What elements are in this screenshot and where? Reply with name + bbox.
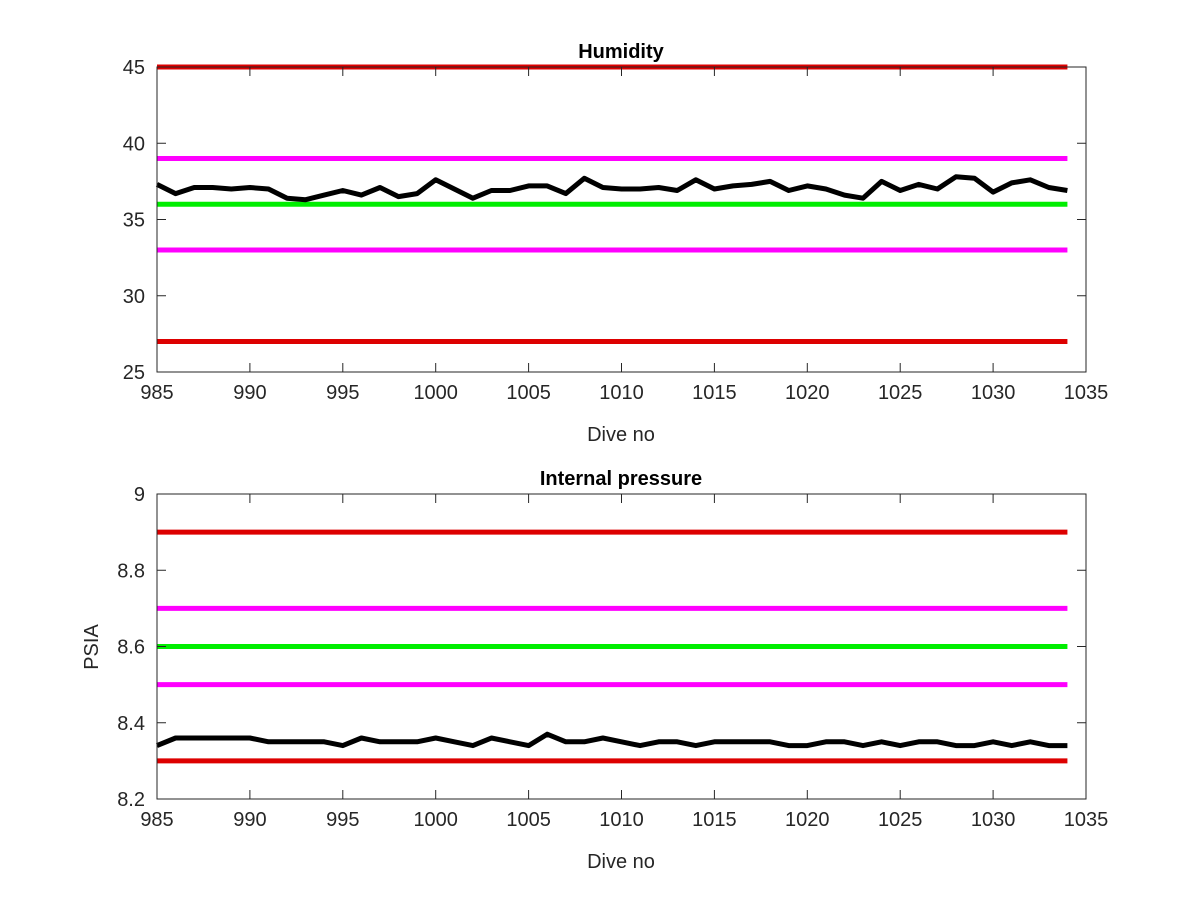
- y-tick-label: 30: [123, 286, 145, 308]
- chart-title: Internal pressure: [540, 468, 702, 490]
- x-tick-label: 1000: [413, 809, 458, 831]
- x-tick-label: 1015: [692, 809, 737, 831]
- internal-pressure-panel: Internal pressure 985 990 995 1000 1005 1010 1…: [81, 468, 1108, 873]
- x-axis: 985 990 995 1000 1005 1010 1015 1020 1025 1030 103…: [140, 494, 1108, 831]
- x-tick-label: 1020: [785, 382, 830, 404]
- x-tick-label: 1030: [971, 382, 1016, 404]
- x-tick-label: 1005: [506, 809, 551, 831]
- humidity-panel: Humidity 985 990 995 1000 1005 1010 1015 1020 10…: [123, 41, 1109, 446]
- x-tick-label: 990: [233, 382, 266, 404]
- y-axis: 25 30 35 40 45: [123, 57, 1086, 384]
- threshold-lines: [157, 529, 1068, 764]
- series-lines: [155, 174, 1068, 203]
- x-axis-label: Dive no: [587, 424, 655, 446]
- y-tick-label: 8.8: [117, 560, 145, 582]
- x-tick-label: 1005: [506, 382, 551, 404]
- y-tick-label: 35: [123, 210, 145, 232]
- y-tick-label: 45: [123, 57, 145, 79]
- x-tick-label: 985: [140, 809, 173, 831]
- series-lines: [156, 731, 1068, 749]
- x-tick-label: 1020: [785, 809, 830, 831]
- y-tick-label: 8.4: [117, 713, 145, 735]
- y-axis: 8.2 8.4 8.6 8.8 9: [117, 484, 1086, 811]
- chart-title: Humidity: [578, 41, 664, 63]
- x-tick-label: 1000: [413, 382, 458, 404]
- series-line: [155, 174, 1068, 203]
- y-tick-label: 9: [134, 484, 145, 506]
- y-tick-label: 40: [123, 133, 145, 155]
- series-line: [156, 731, 1068, 749]
- x-tick-label: 1010: [599, 382, 644, 404]
- x-tick-label: 1025: [878, 809, 923, 831]
- x-tick-label: 1035: [1064, 382, 1109, 404]
- x-tick-label: 990: [233, 809, 266, 831]
- x-tick-label: 985: [140, 382, 173, 404]
- plot-area: [157, 67, 1086, 372]
- x-tick-label: 1030: [971, 809, 1016, 831]
- x-tick-label: 1025: [878, 382, 923, 404]
- y-axis-label: PSIA: [81, 624, 103, 670]
- x-axis: 985 990 995 1000 1005 1010 1015 1020 1025 1030 103…: [140, 67, 1108, 404]
- y-tick-label: 25: [123, 362, 145, 384]
- x-tick-label: 995: [326, 382, 359, 404]
- y-tick-label: 8.2: [117, 789, 145, 811]
- x-tick-label: 995: [326, 809, 359, 831]
- x-tick-label: 1015: [692, 382, 737, 404]
- x-tick-label: 1010: [599, 809, 644, 831]
- x-tick-label: 1035: [1064, 809, 1109, 831]
- x-axis-label: Dive no: [587, 851, 655, 873]
- y-tick-label: 8.6: [117, 637, 145, 659]
